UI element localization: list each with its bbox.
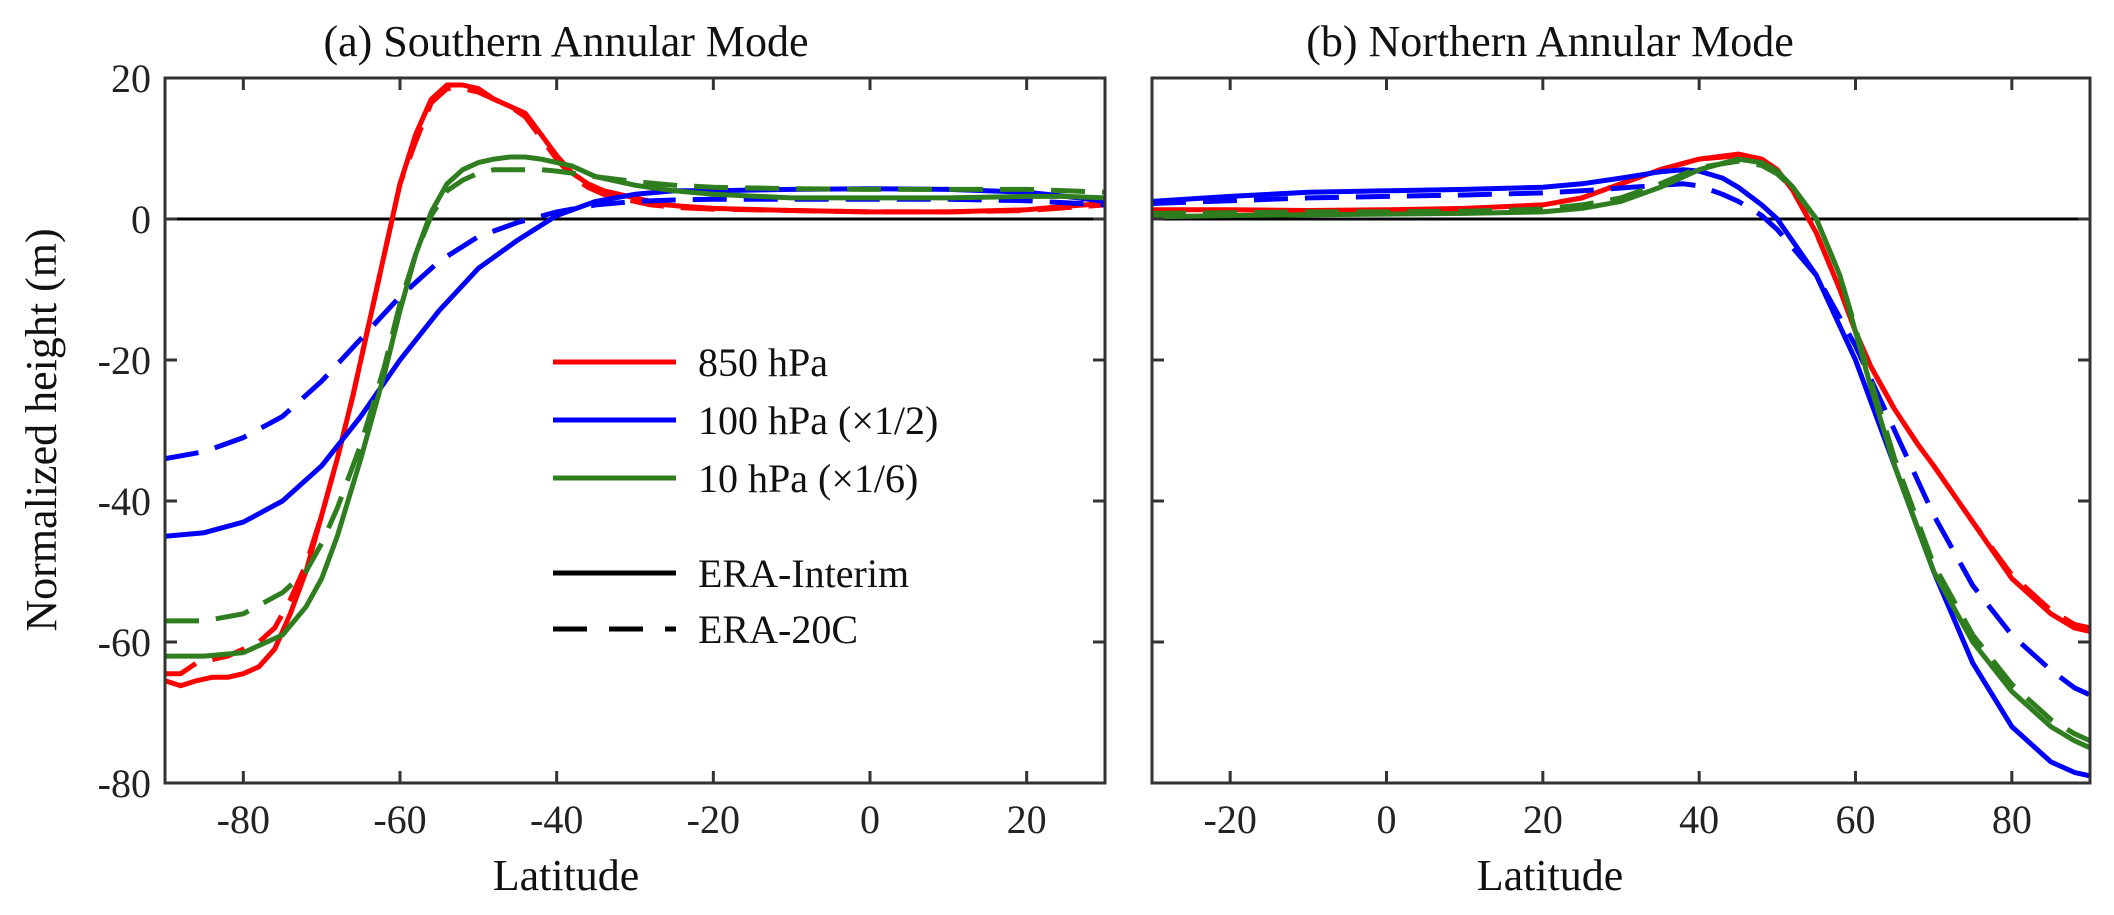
panel-southern-annular-mode: (a) Southern Annular Mode -80 -60 -40 -20 0 2… — [98, 17, 1107, 900]
panel-b-frame — [1150, 76, 2092, 785]
y-axis-label: Normalized height (m) — [17, 228, 66, 631]
panel-a-ytick-label: -40 — [98, 479, 151, 524]
panel-a-xtick-label: -40 — [530, 797, 583, 842]
panel-a-series-4-line — [165, 154, 1105, 659]
panel-b-series-1-line — [1152, 153, 2090, 631]
panel-a-series-5-line — [165, 167, 1105, 624]
panel-b-title: (b) Northern Annular Mode — [1306, 17, 1794, 66]
panel-a-frame — [163, 76, 1107, 785]
legend: 850 hPa 100 hPa (×1/2) 10 hPa (×1/6) ERA-In… — [553, 340, 938, 652]
panel-b-xtick-label: 40 — [1679, 797, 1719, 842]
panel-a-ytick-label: -80 — [98, 761, 151, 806]
panel-a-xtick-label: -60 — [373, 797, 426, 842]
panel-b-series-0-line — [1152, 151, 2090, 634]
panel-b-series-3-line — [1152, 181, 2090, 698]
panel-b-xlabel: Latitude — [1477, 851, 1624, 900]
panel-b-series-4-line — [1152, 156, 2090, 751]
panel-a-xlabel: Latitude — [493, 851, 640, 900]
legend-label-level-1: 100 hPa (×1/2) — [698, 398, 938, 443]
panel-b-xtick-label: 20 — [1523, 797, 1563, 842]
panel-b-xtick-label: 0 — [1377, 797, 1397, 842]
panel-b-xtick-label: 60 — [1836, 797, 1876, 842]
panel-a-xtick-label: 0 — [860, 797, 880, 842]
panel-a-series-1-line — [165, 86, 1105, 677]
panel-a-series-0-line — [165, 82, 1105, 689]
panel-b-plot-area: -20 0 20 40 60 80 — [1150, 76, 2092, 842]
panel-a-ytick-label: 0 — [131, 197, 151, 242]
panel-a-ytick-label: 20 — [111, 56, 151, 101]
panel-a-plot-area: -80 -60 -40 -20 0 20 20 0 -20 -40 -60 -80 — [98, 56, 1107, 842]
panel-b-xtick-label: -20 — [1204, 797, 1257, 842]
panel-b-series-2-line — [1152, 167, 2090, 779]
legend-label-level-0: 850 hPa — [698, 340, 828, 385]
panel-b-series-5-line — [1152, 158, 2090, 743]
panel-a-ytick-label: -20 — [98, 338, 151, 383]
panel-a-xtick-label: 20 — [1007, 797, 1047, 842]
panel-b-xtick-label: 80 — [1992, 797, 2032, 842]
panel-a-title: (a) Southern Annular Mode — [323, 17, 808, 66]
legend-label-level-2: 10 hPa (×1/6) — [698, 456, 918, 501]
panel-a-ytick-label: -60 — [98, 620, 151, 665]
panel-a-xtick-label: -20 — [687, 797, 740, 842]
legend-label-dataset-0: ERA-Interim — [698, 551, 909, 596]
legend-label-dataset-1: ERA-20C — [698, 607, 858, 652]
panel-a-xtick-label: -80 — [217, 797, 270, 842]
panel-northern-annular-mode: (b) Northern Annular Mode -20 0 20 40 60 80 L… — [1150, 17, 2092, 900]
